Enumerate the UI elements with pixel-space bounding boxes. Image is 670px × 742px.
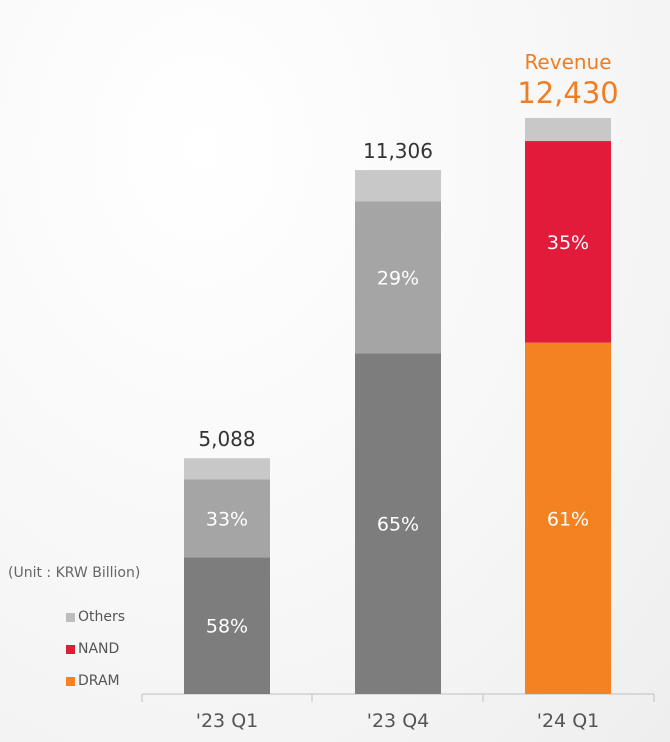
x-tick-label-23-q4: '23 Q4	[367, 710, 429, 732]
share-label-nand-24-q1: 35%	[547, 232, 589, 254]
legend-item-others: Others	[66, 608, 125, 626]
bar-nand-24-q1	[525, 141, 611, 343]
revenue-label: Revenue	[524, 50, 612, 74]
share-label-dram-23-q4: 65%	[377, 514, 419, 536]
legend-swatch-others	[66, 612, 75, 622]
legend: Others NAND DRAM	[66, 608, 125, 704]
bar-dram-23-q4	[355, 353, 441, 694]
bar-others-23-q1	[184, 458, 270, 480]
legend-item-dram: DRAM	[66, 672, 125, 690]
total-label-23-q1: 5,088	[198, 427, 255, 451]
bar-dram-24-q1	[525, 342, 611, 694]
legend-swatch-dram	[66, 676, 75, 686]
bar-others-23-q4	[355, 170, 441, 202]
share-label-nand-23-q4: 29%	[377, 267, 419, 289]
bar-nand-23-q1	[184, 479, 270, 558]
bar-others-24-q1	[525, 118, 611, 142]
legend-label-dram: DRAM	[78, 673, 120, 689]
share-label-dram-24-q1: 61%	[547, 508, 589, 530]
bar-dram-23-q1	[184, 557, 270, 694]
legend-item-nand: NAND	[66, 640, 125, 658]
x-tick-label-23-q1: '23 Q1	[196, 710, 258, 732]
share-label-dram-23-q1: 58%	[206, 616, 248, 638]
total-label-23-q4: 11,306	[363, 139, 433, 163]
revenue-total-highlight: 12,430	[517, 76, 619, 110]
legend-label-nand: NAND	[78, 641, 120, 657]
legend-label-others: Others	[78, 609, 126, 625]
x-tick-label-24-q1: '24 Q1	[537, 710, 599, 732]
unit-label: (Unit : KRW Billion)	[8, 565, 141, 581]
share-label-nand-23-q1: 33%	[206, 508, 248, 530]
legend-swatch-nand	[66, 644, 75, 654]
bar-nand-23-q4	[355, 201, 441, 354]
